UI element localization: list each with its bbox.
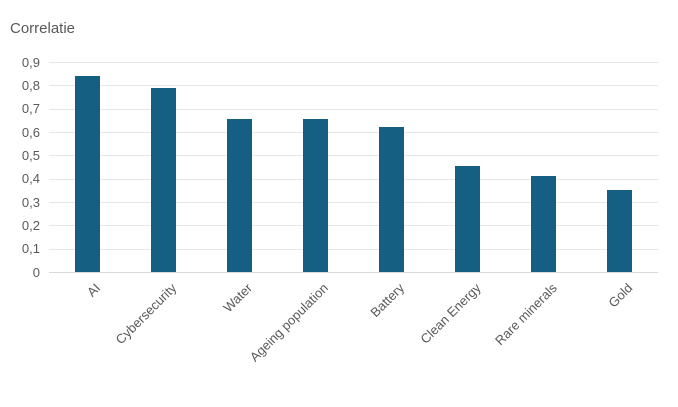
y-axis-tick-label: 0,9 xyxy=(21,54,40,70)
gridline xyxy=(49,225,658,227)
gridline xyxy=(49,62,658,63)
gridline xyxy=(49,108,658,110)
bar xyxy=(531,176,557,272)
y-axis-tick-label: 0,3 xyxy=(21,194,40,210)
y-axis-tick-label: 0 xyxy=(32,264,40,280)
y-axis-tick-label: 0,4 xyxy=(21,171,40,187)
gridline xyxy=(49,202,658,203)
bar xyxy=(455,165,481,272)
bar xyxy=(74,76,100,272)
y-axis-tick-label: 0,6 xyxy=(21,124,40,140)
x-axis-category-label: Cybersecurity xyxy=(112,280,180,348)
x-axis-category-label: Rare minerals xyxy=(491,280,560,349)
y-axis-tick-label: 0,1 xyxy=(21,241,40,257)
chart-title: Correlatie xyxy=(10,20,76,37)
gridline xyxy=(49,85,658,87)
x-axis-category-label: Gold xyxy=(605,280,636,311)
y-axis-tick-label: 0,8 xyxy=(21,77,40,93)
y-axis-tick-label: 0,7 xyxy=(21,101,40,117)
x-axis-category-label: Ageing population xyxy=(247,280,332,365)
y-axis-tick-label: 0,5 xyxy=(21,147,40,163)
x-axis-category-label: Clean Energy xyxy=(417,280,484,347)
bar xyxy=(302,119,328,272)
bar xyxy=(150,87,176,272)
gridline xyxy=(49,178,658,180)
bar xyxy=(226,119,252,272)
gridline xyxy=(49,132,658,133)
gridline xyxy=(49,155,658,157)
x-axis-line xyxy=(49,272,658,273)
bar xyxy=(379,127,405,272)
x-axis-category-label: AI xyxy=(83,280,103,300)
y-axis-tick-label: 0,2 xyxy=(21,217,40,233)
bar xyxy=(607,190,633,272)
gridline xyxy=(49,248,658,250)
x-axis-category-label: Water xyxy=(220,280,256,316)
x-axis-category-label: Battery xyxy=(367,280,408,321)
